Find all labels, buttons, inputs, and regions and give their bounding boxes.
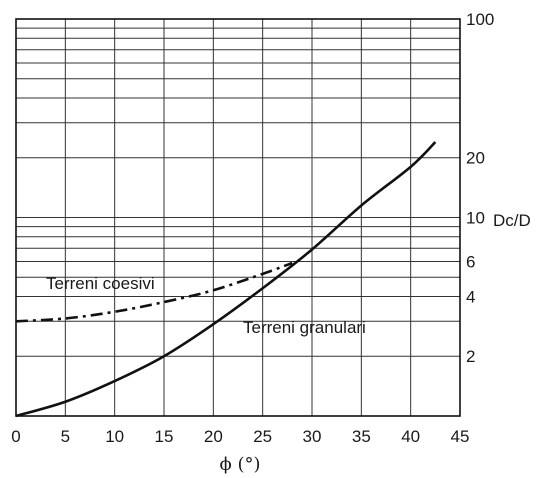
grid: [15, 18, 461, 417]
series-line-granulari: [15, 141, 437, 418]
x-tick-label: 45: [451, 427, 470, 446]
x-axis-label: ϕ (°): [219, 454, 260, 475]
y-tick-labels: 100 20 10 6 4 2: [466, 10, 494, 366]
x-tick-label: 40: [401, 427, 420, 446]
series-line-coesivi: [15, 261, 293, 323]
annotation-granulari: Terreni granulari: [243, 318, 366, 337]
y-tick-label: 4: [466, 287, 475, 306]
x-tick-label: 35: [352, 427, 371, 446]
x-tick-label: 30: [303, 427, 322, 446]
x-tick-label: 25: [253, 427, 272, 446]
y-tick-label: 10: [466, 209, 485, 228]
y-tick-label: 6: [466, 253, 475, 272]
y-tick-label: 100: [466, 10, 494, 29]
x-tick-labels: 0 5 10 15 20 25 30 35 40 45: [11, 427, 469, 446]
y-axis-label: Dc/D: [493, 211, 531, 230]
plot-frame: [15, 18, 461, 417]
series-group: [15, 141, 437, 418]
annotation-coesivi: Terreni coesivi: [46, 274, 155, 293]
x-tick-label: 20: [204, 427, 223, 446]
y-tick-label: 2: [466, 347, 475, 366]
y-tick-label: 20: [466, 149, 485, 168]
x-tick-label: 10: [105, 427, 124, 446]
x-tick-label: 5: [61, 427, 70, 446]
x-tick-label: 15: [155, 427, 174, 446]
x-tick-label: 0: [11, 427, 20, 446]
